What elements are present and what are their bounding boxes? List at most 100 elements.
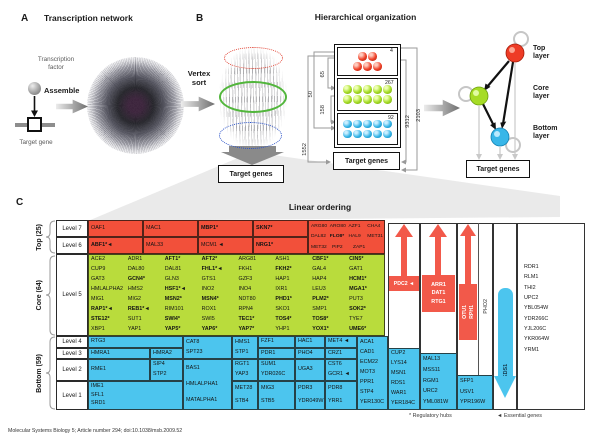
top-layer-ellipse xyxy=(224,47,283,69)
gene-label: PPR1 xyxy=(360,379,375,386)
panel-a-title: Transcription network xyxy=(44,13,133,23)
edge-count-right-inner: 9312 xyxy=(404,114,411,128)
node-ball-icon xyxy=(343,95,352,104)
node-ball-icon xyxy=(343,129,352,139)
pho2-label: PHO2 xyxy=(482,298,489,314)
gene-label: MAL33 xyxy=(146,241,164,248)
gene-label: ARG80 xyxy=(311,223,328,229)
top-layer-cell: OAF1 xyxy=(88,220,143,237)
gene-label: XBP1 xyxy=(91,325,105,332)
level-7-label: Level 7 xyxy=(56,220,88,237)
gene-label: CHA4 xyxy=(367,223,381,229)
group-label-top: Top (25) xyxy=(36,223,43,251)
gene-label: YKR064W xyxy=(524,336,550,343)
gene-label: ECM22 xyxy=(360,358,378,365)
gene-label: RTG3 xyxy=(91,338,106,345)
gene-label: MOT3 xyxy=(360,369,375,376)
bottom-layer-cell: MAL13 MSS11 RGM1 URC2 YML081W xyxy=(420,353,457,410)
gene-label: YER184C xyxy=(391,399,415,406)
core-layer-block: ACE2 ADR1 AFT1* AFT2* ARG81 ASH1 CBF1* CIN5* CUP… xyxy=(88,254,385,336)
gene-label: YDR266C xyxy=(524,315,549,322)
down-arrow xyxy=(221,146,284,165)
bottom-layer-ellipse xyxy=(219,122,282,149)
gene-label: CST6 xyxy=(328,361,342,368)
bottom-layer-cell: SFP1 USV1 YPR196W xyxy=(457,375,493,410)
gene-label: WAR1 xyxy=(391,389,407,396)
gene-label: OTU1 xyxy=(461,305,468,319)
gene-label: SOK2* xyxy=(349,305,366,312)
node-ball-icon xyxy=(383,129,392,139)
gene-label: TYE7 xyxy=(349,315,363,322)
gene-label: MSN4* xyxy=(201,295,219,302)
gene-label: URC2 xyxy=(423,388,438,395)
gene-label: YAP3 xyxy=(235,370,249,377)
bottom-layer-cell: HMRA2 xyxy=(150,348,183,359)
node-ball-icon xyxy=(373,119,382,129)
target-genes-box-left: Target genes xyxy=(218,165,284,183)
gene-label: GLN3 xyxy=(164,276,179,283)
gene-label: PLM2* xyxy=(312,295,329,302)
bottom-layer-cell: RTG3 xyxy=(88,336,183,348)
gene-label: RDS1 xyxy=(391,379,406,386)
gene-label: ACE2 xyxy=(91,256,106,263)
node-ball-icon xyxy=(358,52,367,61)
gene-label: ARR1 xyxy=(431,281,446,288)
panel-c-title: Linear ordering xyxy=(288,202,352,212)
gene-label: MIG2 xyxy=(127,295,142,302)
gene-label: HAP4 xyxy=(312,276,327,283)
gene-label: PHO4 xyxy=(298,349,313,356)
top-count: 4 xyxy=(390,48,393,54)
bottom-layer-cell: SIP4 STP2 xyxy=(150,359,183,381)
gene-label: SFP1 xyxy=(460,377,474,384)
gene-label: HAC1 xyxy=(298,338,313,345)
gene-label: RPN4 xyxy=(238,305,253,312)
pdc2-arrow-label: PDC2 ◄ xyxy=(389,276,419,291)
gene-label: FLO8* xyxy=(329,234,345,240)
gene-label: YJL206C xyxy=(524,325,547,332)
gene-label: OAF1 xyxy=(91,224,106,231)
citation: Molecular Systems Biology 5; Article num… xyxy=(8,428,183,434)
gene-label: FKH2* xyxy=(275,266,292,273)
level-4-label: Level 4 xyxy=(56,336,88,348)
gene-label: HSF1*◄ xyxy=(164,286,186,293)
gene-label: GCR1 ◄ xyxy=(328,370,350,377)
gene-label: STP1 xyxy=(235,348,249,355)
gene-label: GTS1 xyxy=(201,276,216,283)
gene-label: HAP1 xyxy=(275,276,290,283)
gene-label: MET31 xyxy=(367,234,384,240)
brace-top xyxy=(45,220,56,254)
gene-label: UPC2 xyxy=(524,295,539,302)
gene-label: BAS1 xyxy=(186,364,200,371)
hierarchy-nodes xyxy=(469,43,525,147)
bottom-count: 92 xyxy=(388,114,394,121)
gene-label: PDR3 xyxy=(298,385,313,392)
gene-label: DAT1 xyxy=(431,290,446,297)
node-ball-icon xyxy=(353,85,362,94)
bottom-layer-box xyxy=(337,113,398,145)
core-count: 267 xyxy=(385,79,394,86)
gene-label: IME1 xyxy=(91,382,104,389)
top-layer-cell: MAC1 xyxy=(143,220,198,237)
gene-label: MIG1 xyxy=(91,295,105,302)
level-1-label: Level 1 xyxy=(56,381,88,410)
bottom-node xyxy=(490,127,510,147)
gene-label: AFT1* xyxy=(164,256,181,263)
gene-label: INO4 xyxy=(238,286,252,293)
gene-label: STE12* xyxy=(91,315,110,322)
gene-label: SMP1 xyxy=(312,305,327,312)
gene-label: GZF3 xyxy=(238,276,253,283)
gene-label: MBP1* xyxy=(201,224,219,231)
gene-label: CAD1 xyxy=(360,348,375,355)
gene-label: SFL1 xyxy=(91,391,104,398)
gene-label: HMRA1 xyxy=(91,349,110,356)
swoosh-shade xyxy=(88,152,560,221)
top-layer-label: Top layer xyxy=(533,45,550,61)
gene-label: MSS11 xyxy=(423,366,441,373)
gene-label: SWI4* xyxy=(164,315,181,322)
gene-label: GAT1 xyxy=(349,266,363,273)
bottom-layer-cell: BAS1 HMLALPHA1 MATALPHA1 xyxy=(183,359,232,410)
bottom-layer-cell: FZF1 xyxy=(258,336,295,348)
gene-label: RAP1*◄ xyxy=(91,305,113,312)
gene-label: CBF1* xyxy=(312,256,329,263)
gene-label: YRM1 xyxy=(524,346,539,353)
